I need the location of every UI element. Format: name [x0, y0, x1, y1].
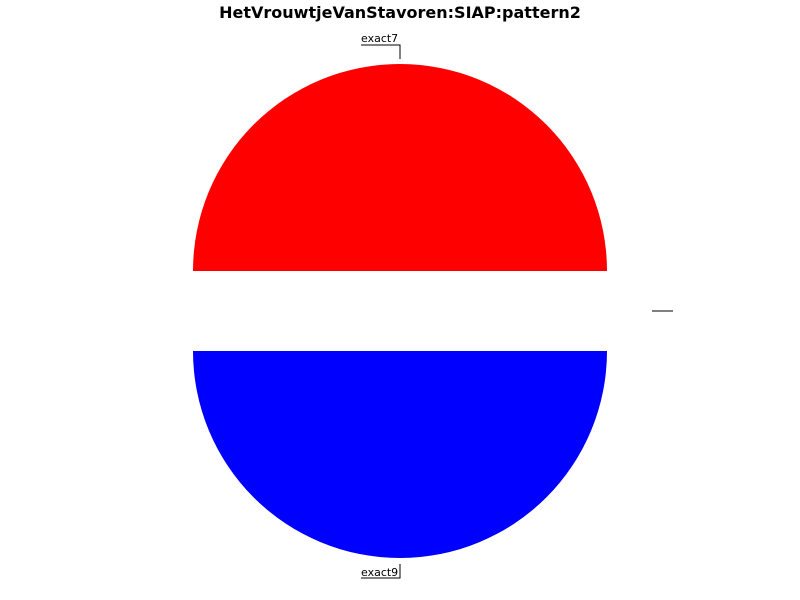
slice-label-exact7: exact7	[361, 32, 398, 45]
pie-slice-exact7	[193, 64, 607, 271]
label-leader-exact7	[361, 44, 401, 59]
slice-label-exact9: exact9	[361, 566, 398, 579]
chart-title: HetVrouwtjeVanStavoren:SIAP:pattern2	[219, 3, 581, 22]
pie-slice-exact9	[193, 351, 607, 558]
label-leader-exact9	[361, 564, 401, 579]
